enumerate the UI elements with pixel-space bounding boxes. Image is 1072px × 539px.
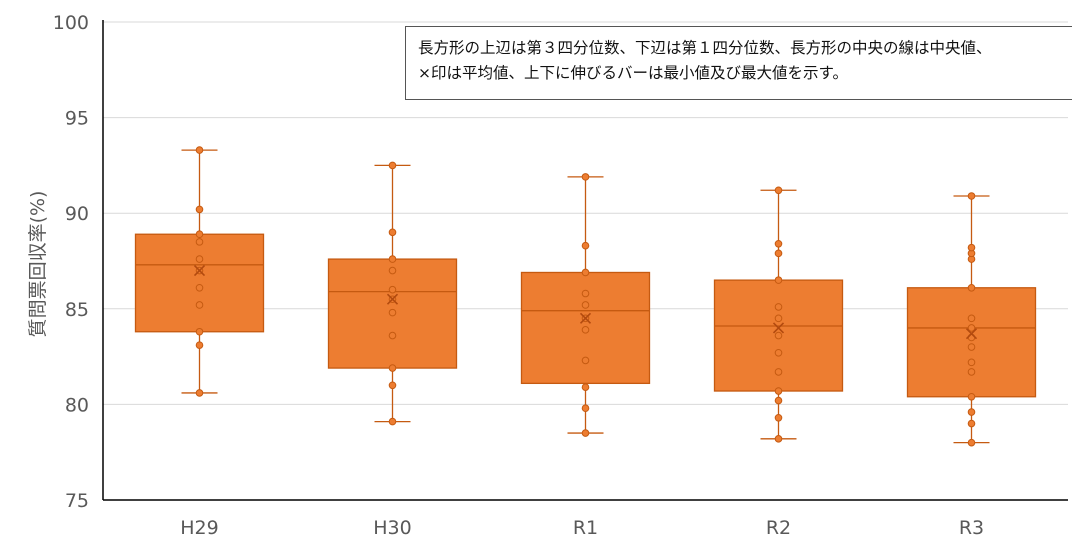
legend-note-box: 長方形の上辺は第３四分位数、下辺は第１四分位数、長方形の中央の線は中央値、 ×印… <box>405 26 1072 100</box>
data-point <box>388 161 397 170</box>
data-point <box>195 341 204 349</box>
data-point <box>774 396 783 405</box>
data-point <box>967 392 976 401</box>
y-tick-label: 100 <box>53 12 89 34</box>
data-point <box>195 389 204 397</box>
data-point <box>774 435 783 443</box>
iqr-box <box>134 233 265 333</box>
data-point <box>388 228 397 237</box>
y-tick-label: 90 <box>65 203 89 225</box>
y-tick-label: 85 <box>65 299 89 321</box>
data-point <box>967 358 976 367</box>
box-R2 <box>713 186 844 443</box>
data-point <box>774 276 783 284</box>
data-point <box>967 314 976 323</box>
data-point <box>195 283 204 292</box>
iqr-box <box>906 287 1037 398</box>
data-point <box>774 331 783 340</box>
boxes <box>134 146 1037 447</box>
box-H29 <box>134 146 265 397</box>
data-point <box>774 413 783 422</box>
y-tick-label: 95 <box>65 108 89 130</box>
y-tick-label: 80 <box>65 394 89 416</box>
mean-marker <box>386 293 399 305</box>
data-point <box>967 368 976 376</box>
data-point <box>195 301 204 309</box>
data-point <box>774 314 783 323</box>
mean-marker <box>193 264 206 277</box>
mean-marker <box>772 322 785 334</box>
data-point <box>774 348 783 357</box>
data-point <box>581 356 590 365</box>
box-R1 <box>520 173 651 437</box>
x-tick-labels: H29 H30 R1 R2 R3 <box>180 517 984 539</box>
data-point <box>195 146 204 154</box>
data-point <box>388 364 397 372</box>
y-axis-title: 質問票回収率(%) <box>27 191 49 338</box>
data-point <box>388 266 397 275</box>
box-R3 <box>906 192 1037 447</box>
data-point <box>388 417 397 426</box>
data-point <box>774 387 783 395</box>
data-point <box>581 383 590 391</box>
data-point <box>967 283 976 292</box>
data-point <box>388 381 397 390</box>
data-point <box>967 408 976 416</box>
data-point <box>581 404 590 413</box>
x-tick-label: H29 <box>180 517 218 539</box>
data-point <box>388 331 397 340</box>
mean-marker <box>965 328 978 340</box>
data-point <box>581 241 590 250</box>
note-line-2: ×印は平均値、上下に伸びるバーは最小値及び最大値を示す。 <box>418 64 848 82</box>
data-point <box>581 289 590 298</box>
data-point <box>774 239 783 248</box>
data-point <box>195 255 204 263</box>
note-line-1: 長方形の上辺は第３四分位数、下辺は第１四分位数、長方形の中央の線は中央値、 <box>418 39 992 57</box>
data-point <box>195 205 204 214</box>
data-point <box>774 249 783 258</box>
mean-marker <box>579 312 592 324</box>
data-point <box>388 285 397 294</box>
axes <box>102 20 1068 501</box>
data-point <box>581 326 590 334</box>
y-tick-label: 75 <box>65 490 89 512</box>
data-point <box>195 230 204 239</box>
x-tick-label: R2 <box>766 517 791 539</box>
y-tick-labels: 75 80 85 90 95 100 <box>53 12 89 512</box>
data-point <box>195 327 204 336</box>
data-point <box>581 173 590 181</box>
data-point <box>774 186 783 195</box>
data-point <box>388 308 397 317</box>
data-point <box>581 429 590 437</box>
data-point <box>967 243 976 252</box>
data-point <box>967 438 976 447</box>
box-H30 <box>327 161 458 426</box>
data-point <box>967 192 976 200</box>
data-point <box>581 268 590 277</box>
x-tick-label: R1 <box>573 517 598 539</box>
data-point <box>967 419 976 428</box>
data-point <box>774 303 783 311</box>
data-point <box>967 343 976 351</box>
data-point <box>195 238 204 246</box>
data-point <box>774 368 783 376</box>
x-tick-label: H30 <box>373 517 411 539</box>
data-point <box>388 255 397 263</box>
x-tick-label: R3 <box>959 517 984 539</box>
data-point <box>581 301 590 309</box>
data-point <box>967 324 976 332</box>
